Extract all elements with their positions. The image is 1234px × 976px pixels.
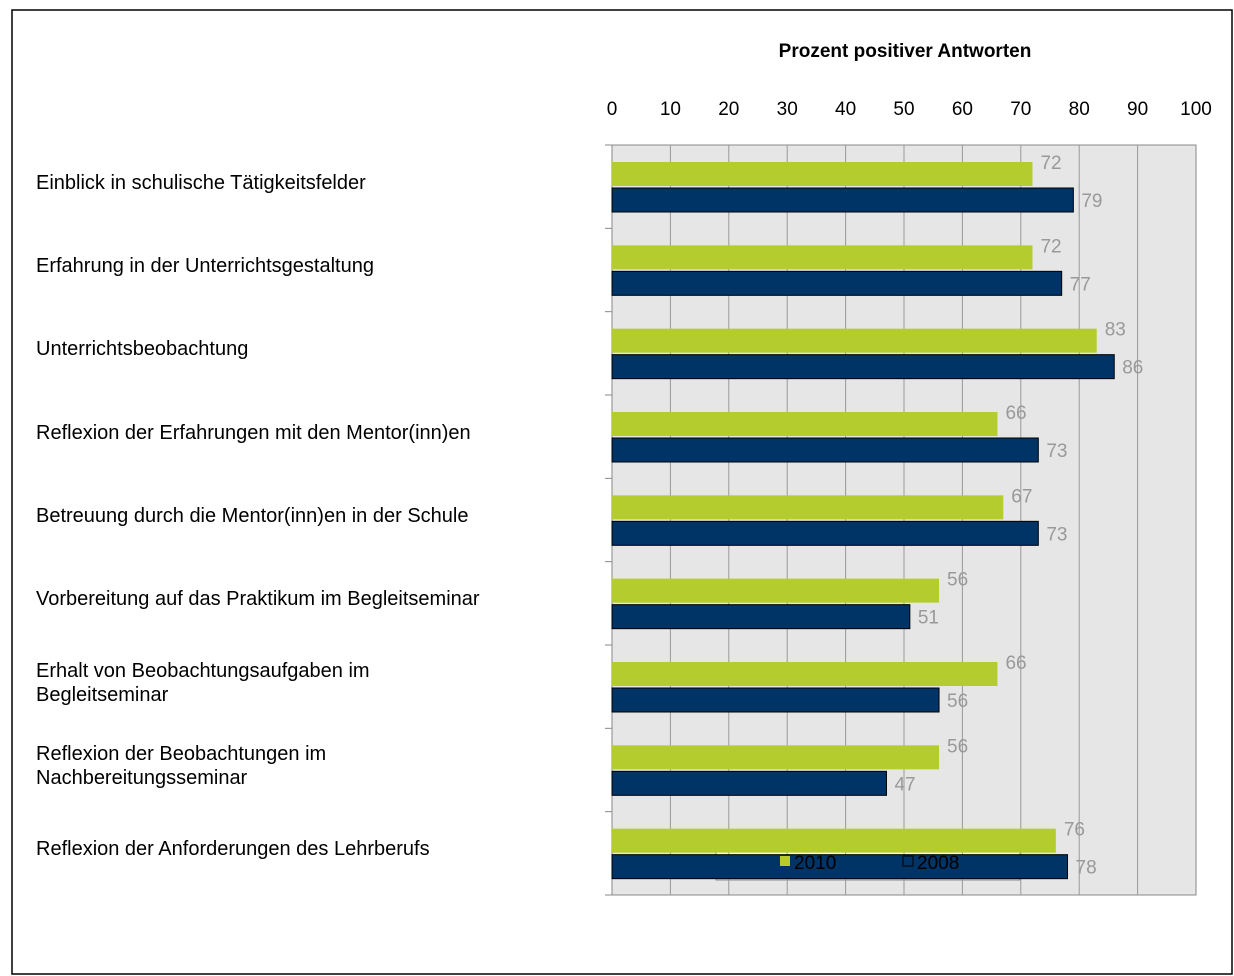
bar	[611, 354, 1115, 380]
bar	[612, 578, 940, 603]
legend-label: 2010	[794, 853, 836, 874]
category-label: Betreuung durch die Mentor(inn)en in der…	[36, 505, 469, 527]
bar	[612, 412, 998, 436]
x-tick-label: 80	[1069, 99, 1090, 120]
value-label: 86	[1122, 358, 1143, 379]
value-label: 51	[918, 608, 939, 629]
value-label: 56	[947, 736, 968, 757]
bar	[612, 495, 1004, 520]
value-label: 72	[1040, 153, 1061, 174]
category-label: Unterrichtsbeobachtung	[36, 338, 249, 361]
value-label: 83	[1105, 320, 1126, 341]
value-label: 67	[1011, 486, 1032, 507]
value-label: 78	[1076, 858, 1097, 879]
value-label: 66	[1005, 403, 1026, 424]
legend-swatch	[902, 855, 914, 867]
x-tick-label: 30	[777, 99, 798, 120]
category-label: Erfahrung in der Unterrichtsgestaltung	[36, 255, 374, 277]
x-tick-label: 70	[1010, 99, 1031, 120]
value-label: 56	[947, 570, 968, 591]
x-tick-label: 90	[1127, 99, 1148, 120]
category-label: Erhalt von Beobachtungsaufgaben im Begle…	[36, 659, 370, 706]
x-tick-label: 100	[1180, 99, 1212, 120]
bar	[611, 770, 887, 796]
category-label: Reflexion der Anforderungen des Lehrberu…	[36, 838, 430, 861]
value-label: 73	[1046, 441, 1067, 462]
bar	[611, 270, 1063, 296]
value-label: 72	[1040, 236, 1061, 257]
bar	[611, 854, 1069, 880]
bar	[611, 687, 940, 713]
value-label: 76	[1064, 820, 1085, 841]
bar	[611, 604, 911, 630]
legend-swatch	[780, 856, 790, 866]
value-label: 66	[1005, 653, 1026, 674]
bar	[612, 828, 1056, 853]
value-label: 56	[947, 691, 968, 712]
category-label: Einblick in schulische Tätigkeitsfelder	[36, 171, 366, 194]
value-label: 79	[1081, 191, 1102, 212]
x-tick-label: 0	[607, 99, 618, 120]
x-tick-label: 40	[835, 99, 856, 120]
bar	[612, 328, 1097, 353]
x-tick-label: 20	[718, 99, 739, 120]
bar	[611, 437, 1039, 463]
bar	[611, 520, 1039, 546]
category-label: Reflexion der Beobachtungen im Nachberei…	[36, 743, 327, 789]
x-tick-label: 50	[893, 99, 914, 120]
value-label: 77	[1070, 274, 1091, 295]
bar	[612, 662, 998, 686]
bar	[611, 187, 1074, 213]
chart-title: Prozent positiver Antworten	[779, 41, 1032, 62]
category-label: Reflexion der Erfahrungen mit den Mentor…	[36, 421, 471, 444]
bar	[612, 745, 940, 770]
x-tick-label: 60	[952, 99, 973, 120]
bar	[612, 245, 1033, 270]
legend-label: 2008	[917, 853, 959, 874]
bar	[612, 162, 1033, 186]
value-label: 47	[894, 774, 915, 795]
frame	[11, 9, 1233, 975]
x-tick-label: 10	[660, 99, 681, 120]
category-label: Vorbereitung auf das Praktikum im Beglei…	[36, 588, 480, 611]
value-label: 73	[1046, 524, 1067, 545]
